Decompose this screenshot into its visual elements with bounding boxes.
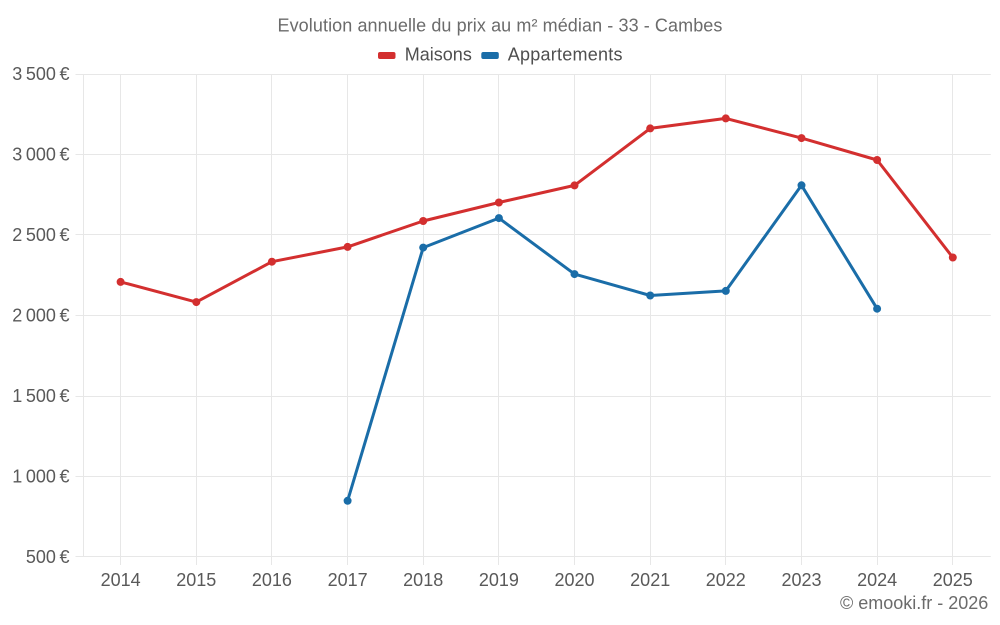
svg-text:© emooki.fr - 2026: © emooki.fr - 2026 <box>840 593 988 613</box>
svg-text:2015: 2015 <box>176 570 216 590</box>
svg-text:2016: 2016 <box>252 570 292 590</box>
svg-text:3 000 €: 3 000 € <box>12 145 69 165</box>
svg-text:2021: 2021 <box>630 570 670 590</box>
svg-text:2 500 €: 2 500 € <box>12 225 69 245</box>
svg-text:3 500 €: 3 500 € <box>12 64 69 84</box>
svg-text:2020: 2020 <box>554 570 594 590</box>
svg-text:Evolution annuelle du prix au: Evolution annuelle du prix au m² médian … <box>278 16 723 36</box>
svg-text:2 000 €: 2 000 € <box>12 306 69 326</box>
svg-text:2025: 2025 <box>933 570 973 590</box>
svg-text:2023: 2023 <box>781 570 821 590</box>
svg-text:Maisons: Maisons <box>405 44 472 64</box>
svg-text:Appartements: Appartements <box>508 44 623 64</box>
svg-text:2019: 2019 <box>479 570 519 590</box>
svg-text:1 500 €: 1 500 € <box>12 386 69 406</box>
svg-text:2017: 2017 <box>328 570 368 590</box>
svg-text:1 000 €: 1 000 € <box>12 467 69 487</box>
svg-text:2014: 2014 <box>101 570 141 590</box>
svg-text:2024: 2024 <box>857 570 897 590</box>
svg-text:2018: 2018 <box>403 570 443 590</box>
svg-text:500 €: 500 € <box>26 547 70 567</box>
svg-text:2022: 2022 <box>706 570 746 590</box>
